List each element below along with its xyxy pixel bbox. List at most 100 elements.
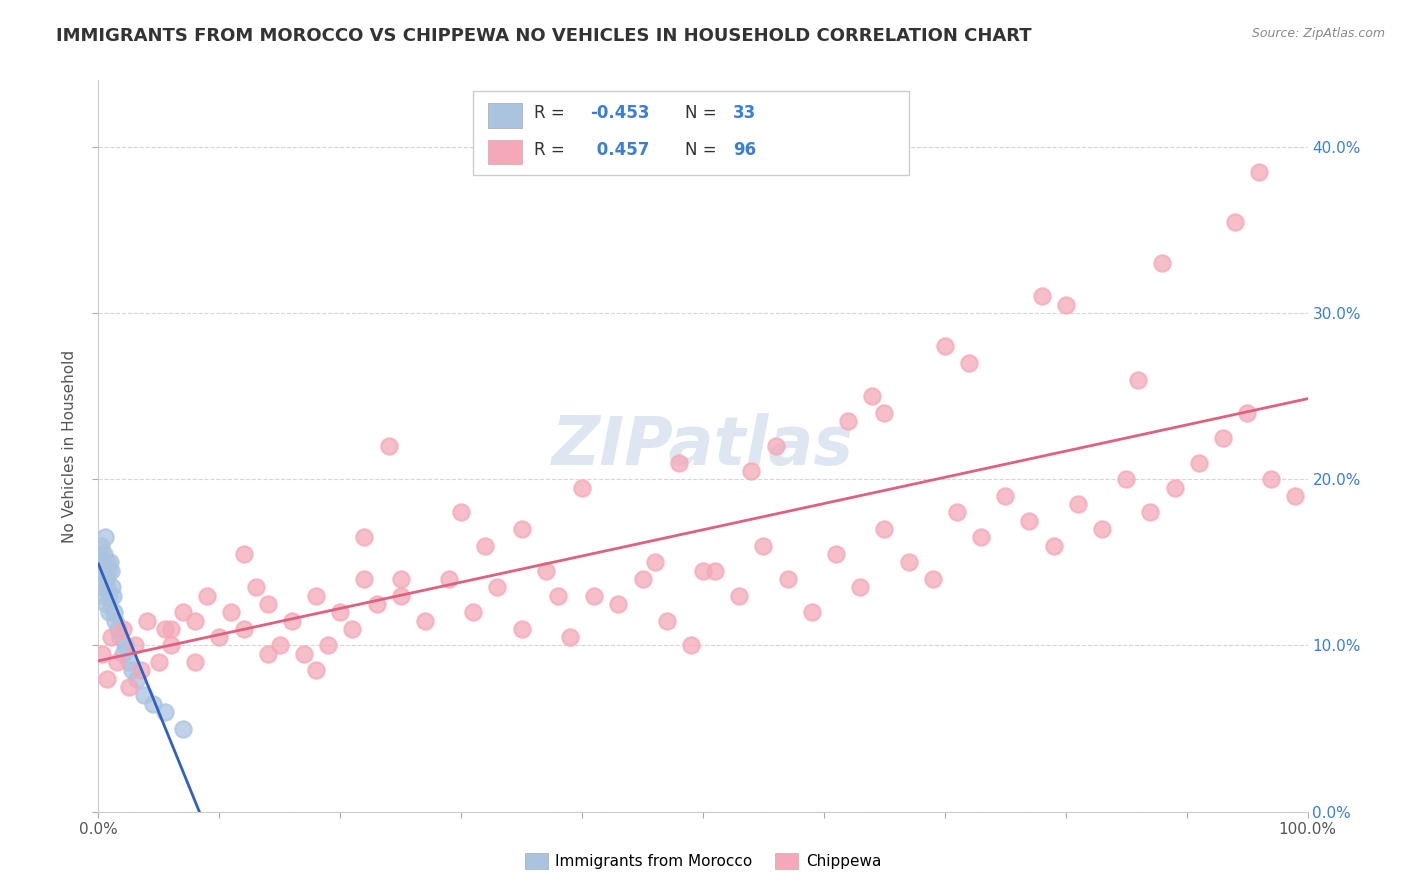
Point	[90, 547, 112, 561]
Point	[1091, 522, 1114, 536]
Point	[740, 464, 762, 478]
Point	[946, 506, 969, 520]
Point	[292, 647, 315, 661]
Point	[245, 580, 267, 594]
Point	[873, 406, 896, 420]
Point	[921, 572, 943, 586]
Point	[463, 605, 485, 619]
Point	[1236, 406, 1258, 420]
Point	[474, 539, 496, 553]
Point	[486, 580, 509, 594]
Text: R =: R =	[534, 141, 569, 159]
Point	[256, 597, 278, 611]
Point	[305, 589, 328, 603]
Point	[607, 597, 630, 611]
Point	[94, 530, 117, 544]
Point	[897, 555, 920, 569]
Point	[329, 605, 352, 619]
Point	[765, 439, 787, 453]
Point	[1284, 489, 1306, 503]
Point	[776, 572, 799, 586]
Point	[571, 481, 593, 495]
Point	[91, 572, 114, 586]
Point	[256, 647, 278, 661]
Point	[1260, 472, 1282, 486]
Point	[89, 564, 111, 578]
Point	[450, 506, 472, 520]
Point	[1018, 514, 1040, 528]
Point	[93, 547, 115, 561]
Point	[1042, 539, 1064, 553]
Point	[91, 555, 114, 569]
Point	[121, 664, 143, 678]
Point	[91, 647, 114, 661]
Text: N =: N =	[685, 141, 721, 159]
Point	[103, 605, 125, 619]
Point	[558, 630, 581, 644]
Point	[994, 489, 1017, 503]
Point	[389, 589, 412, 603]
FancyBboxPatch shape	[488, 140, 522, 164]
Point	[704, 564, 727, 578]
Point	[510, 622, 533, 636]
FancyBboxPatch shape	[474, 91, 908, 176]
Point	[105, 655, 128, 669]
Point	[281, 614, 304, 628]
Point	[353, 530, 375, 544]
Point	[111, 622, 134, 636]
Point	[96, 555, 118, 569]
Point	[232, 622, 254, 636]
Point	[97, 589, 120, 603]
Point	[101, 589, 124, 603]
Point	[148, 655, 170, 669]
Point	[153, 705, 176, 719]
Point	[100, 630, 122, 644]
Point	[107, 622, 129, 636]
Point	[1031, 289, 1053, 303]
Point	[860, 389, 883, 403]
Point	[108, 630, 131, 644]
Point	[631, 572, 654, 586]
Point	[160, 639, 183, 653]
Point	[970, 530, 993, 544]
Point	[679, 639, 702, 653]
Point	[510, 522, 533, 536]
Point	[389, 572, 412, 586]
Point	[221, 605, 243, 619]
Point	[728, 589, 751, 603]
Point	[195, 589, 218, 603]
Point	[1163, 481, 1185, 495]
Point	[118, 655, 141, 669]
Point	[172, 605, 194, 619]
Point	[644, 555, 666, 569]
Point	[849, 580, 872, 594]
Point	[135, 614, 157, 628]
Point	[114, 639, 136, 653]
Point	[837, 414, 859, 428]
Point	[127, 672, 149, 686]
Point	[366, 597, 388, 611]
Text: R =: R =	[534, 104, 569, 122]
Point	[98, 605, 121, 619]
Point	[232, 547, 254, 561]
Point	[316, 639, 339, 653]
Point	[153, 622, 176, 636]
Point	[692, 564, 714, 578]
Point	[1212, 431, 1234, 445]
Point	[96, 672, 118, 686]
Point	[583, 589, 606, 603]
Point	[172, 722, 194, 736]
Point	[534, 564, 557, 578]
Point	[208, 630, 231, 644]
Point	[111, 647, 134, 661]
Point	[134, 689, 156, 703]
Text: IMMIGRANTS FROM MOROCCO VS CHIPPEWA NO VEHICLES IN HOUSEHOLD CORRELATION CHART: IMMIGRANTS FROM MOROCCO VS CHIPPEWA NO V…	[56, 27, 1032, 45]
Point	[1054, 298, 1077, 312]
Point	[184, 614, 207, 628]
Point	[1115, 472, 1137, 486]
FancyBboxPatch shape	[488, 103, 522, 128]
Point	[342, 622, 364, 636]
Point	[800, 605, 823, 619]
Point	[96, 572, 118, 586]
Point	[96, 580, 118, 594]
